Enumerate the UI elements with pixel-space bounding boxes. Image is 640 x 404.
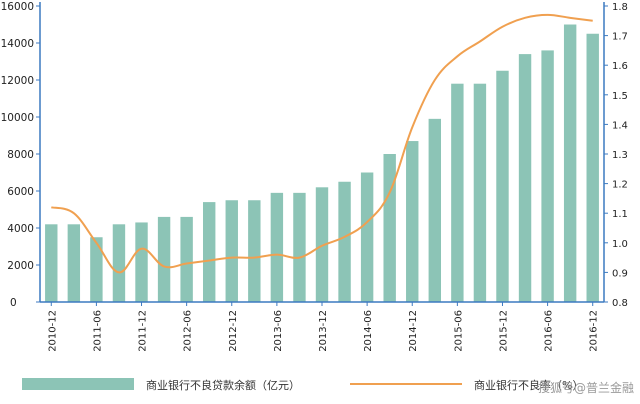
x-tick-label: 2016-12 xyxy=(589,310,600,352)
y-right-tick-label: 1.7 xyxy=(612,32,628,43)
x-tick-label: 2010-12 xyxy=(47,310,58,352)
bar xyxy=(428,118,442,302)
legend: 商业银行不良贷款余额（亿元） 商业银行不良率（%） xyxy=(22,378,583,392)
bar xyxy=(473,83,487,302)
y-right-tick-label: 1.2 xyxy=(612,180,628,191)
bar xyxy=(338,181,351,302)
bar xyxy=(225,200,238,302)
watermark: 搜狐号@普兰金融 xyxy=(537,381,634,395)
y-left-tick-label: 2000 xyxy=(7,260,34,272)
bar xyxy=(383,154,396,302)
y-right-tick-label: 0.8 xyxy=(612,298,628,309)
bar xyxy=(135,222,148,302)
x-tick-label: 2011-06 xyxy=(92,310,103,352)
bar xyxy=(518,54,532,302)
bar xyxy=(586,33,599,302)
x-tick-label: 2015-06 xyxy=(453,310,464,352)
x-tick-label: 2013-12 xyxy=(318,310,329,352)
y-right-tick-label: 1.3 xyxy=(612,150,628,161)
y-left-tick-label: 0 xyxy=(10,297,17,309)
bar xyxy=(360,172,374,302)
axes-layer: 0 2000 4000 6000 8000 10000 12000 14000 16000 0.8… xyxy=(1,1,628,352)
x-tick-label: 2012-06 xyxy=(183,310,194,352)
y-left-tick-label: 6000 xyxy=(7,186,34,198)
y-left-tick-label: 16000 xyxy=(1,1,34,13)
bar xyxy=(202,202,216,302)
bar xyxy=(180,216,193,302)
bar xyxy=(90,237,103,302)
y-left-tick-label: 8000 xyxy=(7,149,34,161)
x-tick-label: 2014-12 xyxy=(408,310,419,352)
x-tick-label: 2012-12 xyxy=(228,310,239,352)
y-right-tick-label: 1.5 xyxy=(612,91,628,102)
bar xyxy=(45,224,58,302)
bar xyxy=(293,192,306,302)
y-right-tick-label: 1.4 xyxy=(612,120,628,131)
bar xyxy=(563,24,577,302)
legend-bar-swatch xyxy=(22,378,134,390)
x-tick-label: 2014-06 xyxy=(363,310,374,352)
x-tick-label: 2015-12 xyxy=(498,310,509,352)
line-layer xyxy=(51,13,593,274)
y-left-tick-label: 14000 xyxy=(1,38,34,50)
bar xyxy=(157,216,171,302)
legend-bar-label: 商业银行不良贷款余额（亿元） xyxy=(146,378,300,392)
legend-line-label: 商业银行不良率（%） xyxy=(474,378,583,392)
y-right-tick-label: 1.1 xyxy=(612,209,628,220)
bar xyxy=(406,141,419,302)
y-right-tick-label: 0.9 xyxy=(612,268,628,279)
x-tick-label: 2013-06 xyxy=(273,310,284,352)
y-left-tick-label: 4000 xyxy=(7,223,34,235)
bar xyxy=(315,187,329,302)
x-tick-label: 2011-12 xyxy=(138,310,149,352)
y-right-tick-label: 1.6 xyxy=(612,61,628,72)
bar xyxy=(451,83,464,302)
bar xyxy=(112,224,126,302)
bar xyxy=(67,224,81,302)
y-right-tick-label: 1.8 xyxy=(612,2,628,13)
bars-layer xyxy=(45,24,599,303)
bar xyxy=(248,200,261,302)
bar xyxy=(541,50,554,303)
bar xyxy=(270,192,284,302)
line-series-npl-ratio xyxy=(51,13,593,274)
y-right-tick-label: 1.0 xyxy=(612,239,628,250)
x-tick-label: 2016-06 xyxy=(544,310,555,352)
y-left-tick-label: 10000 xyxy=(1,112,34,124)
bar xyxy=(496,70,509,302)
y-left-tick-label: 12000 xyxy=(1,75,34,87)
